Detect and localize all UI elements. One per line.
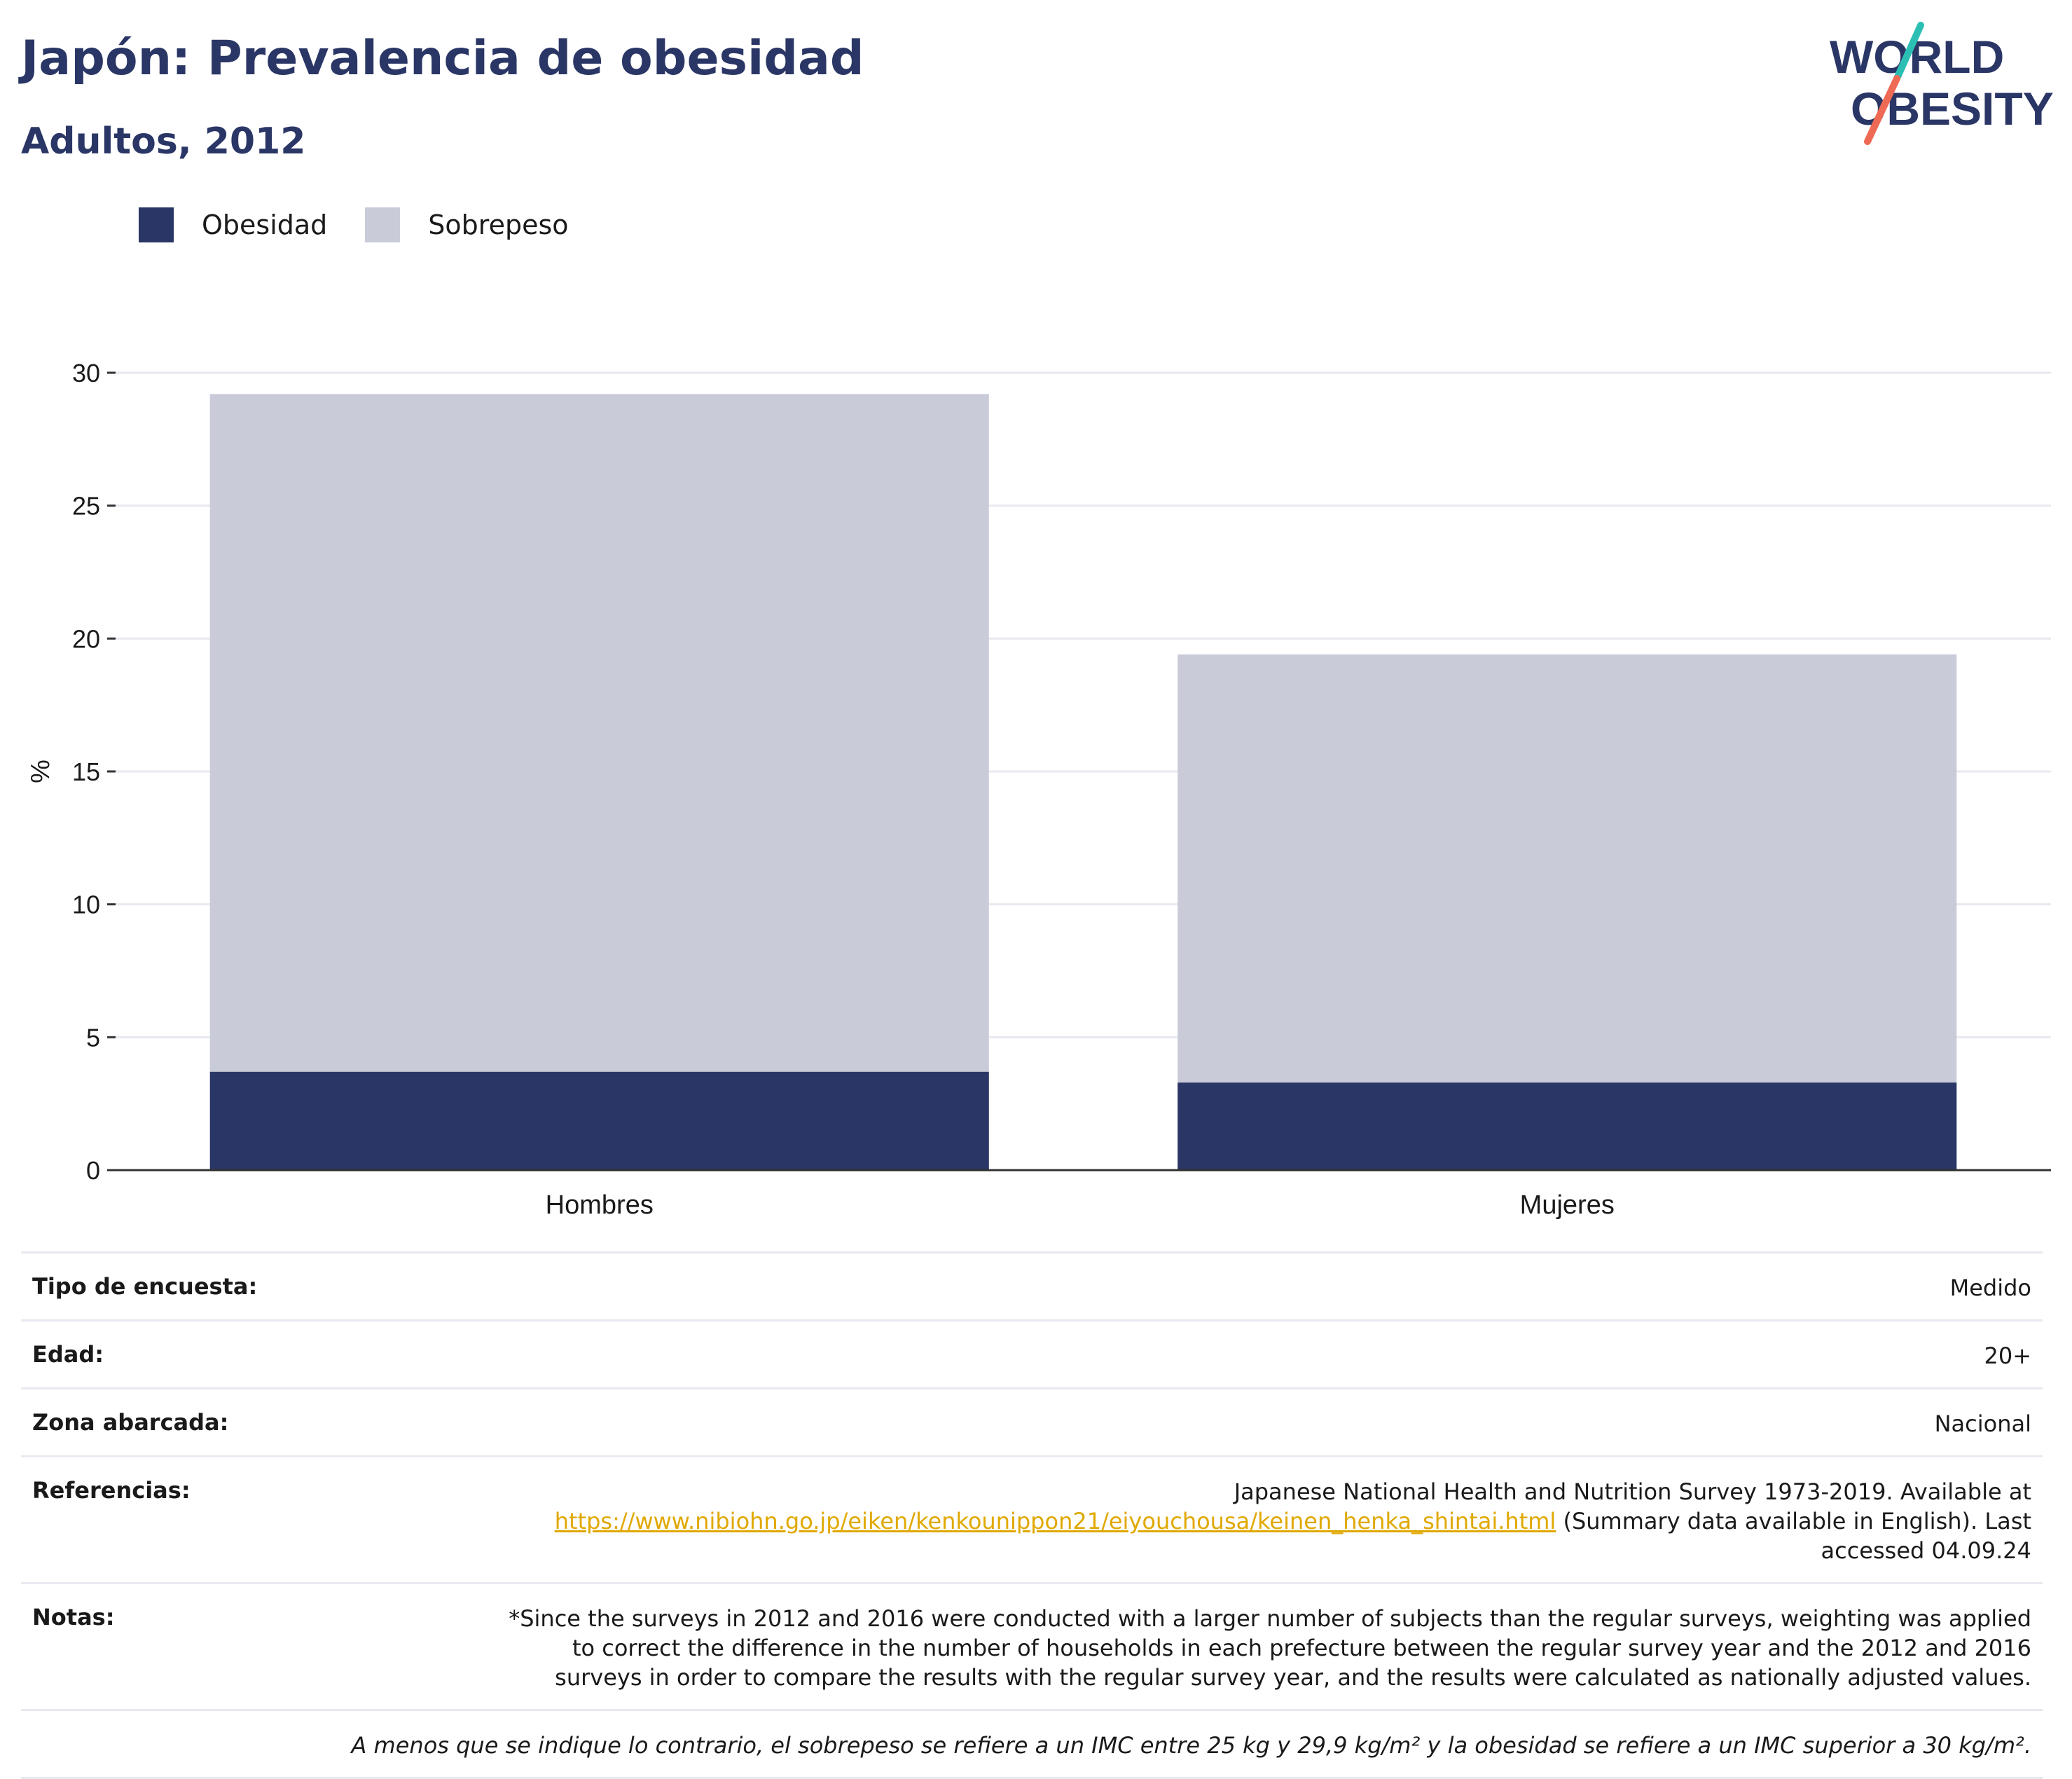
y-tick-label: 0 xyxy=(86,1156,100,1185)
survey-type-value: Medido xyxy=(1949,1275,2031,1301)
info-row-age: Edad: 20+ xyxy=(21,1319,2043,1387)
chart-subtitle: Adultos, 2012 xyxy=(21,121,306,163)
references-label: Referencias: xyxy=(32,1477,191,1504)
bar-chart: 0 5 10 15 20 25 30% Hombres Mujeres xyxy=(26,359,2051,1219)
survey-type-label: Tipo de encuesta: xyxy=(32,1273,258,1300)
area-label: Zona abarcada: xyxy=(32,1409,229,1436)
chart-title: Japón: Prevalencia de obesidad xyxy=(21,31,864,86)
notes-label: Notas: xyxy=(32,1604,115,1630)
survey-info-table: Tipo de encuesta: Medido Edad: 20+ Zona … xyxy=(21,1251,2043,1779)
y-tick-label: 30 xyxy=(72,359,100,387)
references-link[interactable]: https://www.nibiohn.go.jp/eiken/kenkouni… xyxy=(554,1508,1556,1534)
y-axis-label: % xyxy=(26,760,55,783)
legend-label-sobrepeso: Sobrepeso xyxy=(428,210,569,240)
legend-label-obesidad: Obesidad xyxy=(202,210,328,240)
references-text-after: (Summary data available in English). Las… xyxy=(1563,1508,2031,1564)
world-obesity-logo: WORLD OBESITY xyxy=(1830,22,2054,145)
y-tick-label: 20 xyxy=(72,624,100,653)
chart-legend: Obesidad Sobrepeso xyxy=(139,207,607,242)
y-tick-label: 25 xyxy=(72,492,100,521)
x-tick-label: Hombres xyxy=(546,1190,654,1219)
age-value: 20+ xyxy=(1984,1342,2031,1369)
logo-slash-bottom xyxy=(1864,75,1900,145)
info-row-references: Referencias: Japanese National Health an… xyxy=(21,1455,2043,1582)
info-row-notes: Notas: *Since the surveys in 2012 and 20… xyxy=(21,1582,2043,1709)
legend-item-obesidad[interactable]: Obesidad xyxy=(139,207,327,242)
notes-value: *Since the surveys in 2012 and 2016 were… xyxy=(509,1605,2031,1691)
y-tick-label: 5 xyxy=(86,1023,100,1052)
bar-mujeres-obesidad xyxy=(1177,1082,1957,1170)
info-row-footnote: A menos que se indique lo contrario, el … xyxy=(21,1709,2043,1779)
legend-swatch-sobrepeso xyxy=(365,207,401,242)
y-tick-label: 10 xyxy=(72,891,100,919)
logo-slash-top xyxy=(1893,22,1924,82)
age-label: Edad: xyxy=(32,1341,104,1368)
info-row-survey-type: Tipo de encuesta: Medido xyxy=(21,1251,2043,1319)
legend-item-sobrepeso[interactable]: Sobrepeso xyxy=(365,207,569,242)
legend-swatch-obesidad xyxy=(139,207,174,242)
bar-hombres-sobrepeso xyxy=(209,394,989,1072)
bmi-footnote: A menos que se indique lo contrario, el … xyxy=(351,1732,2031,1759)
x-tick-label: Mujeres xyxy=(1520,1190,1615,1219)
area-value: Nacional xyxy=(1934,1410,2031,1437)
references-text: Japanese National Health and Nutrition S… xyxy=(1234,1478,2031,1505)
bar-mujeres-sobrepeso xyxy=(1177,654,1957,1083)
info-row-area: Zona abarcada: Nacional xyxy=(21,1387,2043,1455)
y-tick-label: 15 xyxy=(72,757,100,786)
bar-hombres-obesidad xyxy=(209,1071,989,1170)
references-value: Japanese National Health and Nutrition S… xyxy=(490,1477,2031,1565)
